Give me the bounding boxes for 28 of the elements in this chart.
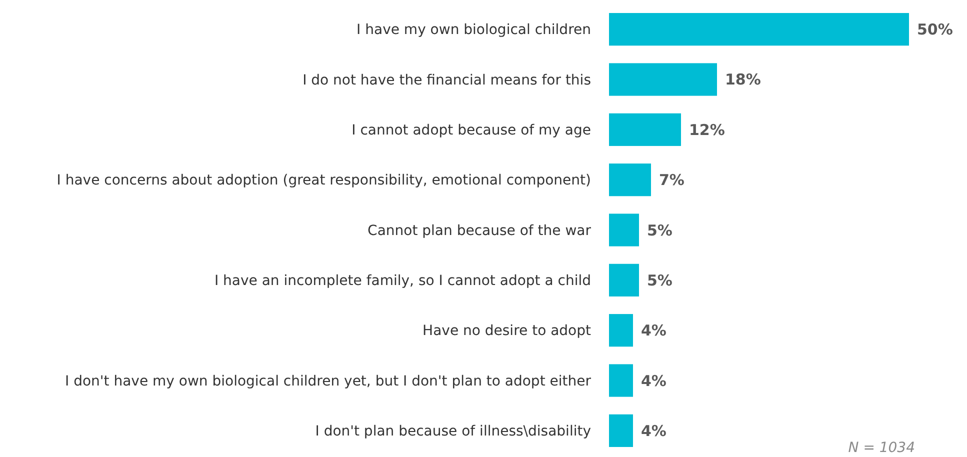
y-tick-label: I have an incomplete family, so I cannot adopt a child bbox=[214, 273, 591, 290]
bar bbox=[609, 364, 633, 397]
y-tick-label: I cannot adopt because of my age bbox=[352, 122, 591, 139]
data-label: 4% bbox=[641, 422, 666, 440]
y-tick-label: I don't have my own biological children yet, but I don't plan to adopt either bbox=[65, 373, 592, 390]
bar bbox=[609, 63, 717, 96]
bar bbox=[609, 13, 909, 46]
y-tick-label: I do not have the financial means for this bbox=[302, 72, 591, 88]
y-tick-label: I have concerns about adoption (great responsibility, emotional component) bbox=[56, 172, 591, 189]
data-label: 5% bbox=[647, 271, 672, 290]
y-tick-label: I have my own biological children bbox=[356, 22, 591, 38]
bar bbox=[609, 164, 651, 196]
bar bbox=[609, 214, 639, 246]
data-label: 18% bbox=[725, 70, 761, 89]
bar bbox=[609, 264, 639, 296]
data-label: 7% bbox=[659, 171, 684, 190]
annotation: N = 1034 bbox=[848, 440, 915, 456]
data-label: 5% bbox=[647, 221, 672, 240]
bar bbox=[609, 113, 681, 146]
data-label: 4% bbox=[641, 372, 666, 390]
data-label: 50% bbox=[917, 20, 953, 39]
bar bbox=[609, 414, 633, 447]
data-label: 4% bbox=[641, 322, 666, 340]
data-label: 12% bbox=[689, 120, 725, 139]
y-tick-label: Have no desire to adopt bbox=[422, 323, 592, 340]
y-tick-label: I don't plan because of illness\disability bbox=[315, 424, 591, 440]
bar bbox=[609, 314, 633, 347]
y-tick-label: Cannot plan because of the war bbox=[368, 222, 592, 239]
